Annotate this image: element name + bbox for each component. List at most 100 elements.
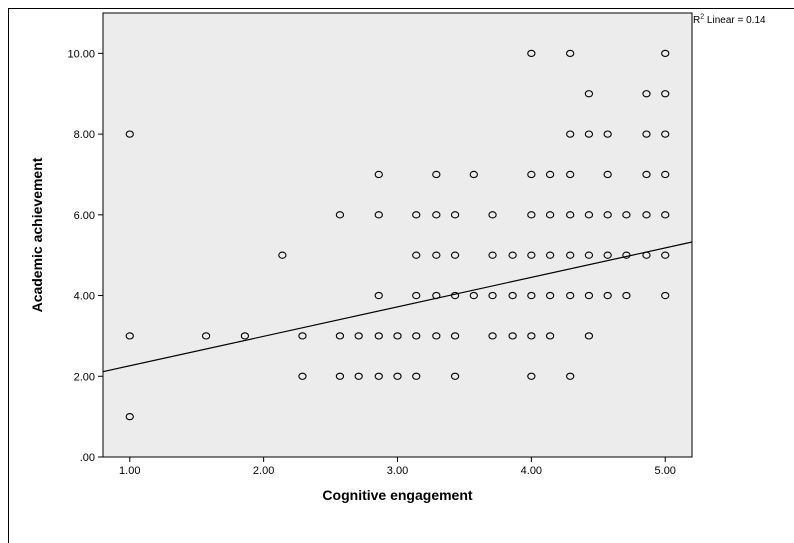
- data-point: [527, 49, 536, 58]
- figure-frame: [8, 8, 794, 543]
- data-point: [566, 372, 575, 380]
- data-point: [566, 170, 575, 179]
- x-tick-label: 2.00: [253, 465, 274, 477]
- data-point: [374, 372, 383, 380]
- data-point: [412, 332, 421, 340]
- axis-ticks: [98, 52, 666, 462]
- data-point: [125, 412, 134, 421]
- data-point: [298, 332, 307, 340]
- data-point: [508, 251, 517, 259]
- data-point: [566, 211, 575, 219]
- data-point: [661, 90, 670, 98]
- fit-line: [102, 241, 693, 373]
- r2-prefix: R: [693, 15, 701, 26]
- data-point: [584, 130, 594, 138]
- plot-area: [102, 12, 693, 458]
- data-point: [661, 170, 670, 179]
- axis-tick-labels: 1.00 2.00 3.00 4.00 5.00 .00 2.00 4.00 6.00 8.00 1…: [67, 48, 675, 477]
- data-point: [201, 332, 211, 340]
- data-point: [603, 291, 612, 300]
- data-point: [545, 332, 555, 340]
- data-point: [469, 170, 478, 179]
- y-tick-label: 8.00: [74, 129, 95, 141]
- data-point: [661, 49, 670, 58]
- data-point: [393, 332, 402, 340]
- data-point: [642, 211, 651, 219]
- data-point: [488, 332, 497, 340]
- data-point: [661, 251, 670, 259]
- data-point: [469, 291, 478, 300]
- data-point: [642, 170, 651, 179]
- data-point: [335, 211, 345, 219]
- y-tick-label: 6.00: [74, 210, 95, 222]
- data-point: [450, 332, 460, 340]
- data-point: [335, 372, 345, 380]
- r2-value: Linear = 0.14: [704, 15, 766, 26]
- data-point: [412, 372, 421, 380]
- data-point: [661, 291, 670, 300]
- r2-superscript: 2: [700, 13, 705, 21]
- data-point: [374, 211, 383, 219]
- data-point: [125, 332, 134, 340]
- data-point: [661, 211, 670, 219]
- data-point: [240, 332, 250, 340]
- data-point: [566, 130, 575, 138]
- data-point: [374, 170, 383, 179]
- data-point: [374, 332, 383, 340]
- data-point: [584, 332, 594, 340]
- x-axis-label: Cognitive engagement: [322, 487, 472, 503]
- data-point: [488, 251, 497, 259]
- data-point: [450, 251, 460, 259]
- data-point: [603, 211, 612, 219]
- data-point: [488, 211, 497, 219]
- data-point: [584, 291, 594, 300]
- data-point: [622, 211, 631, 219]
- data-point: [545, 291, 555, 300]
- data-point: [335, 332, 345, 340]
- data-point: [642, 130, 651, 138]
- data-point: [432, 170, 441, 179]
- data-point: [298, 372, 307, 380]
- data-point: [545, 211, 555, 219]
- data-point: [354, 372, 363, 380]
- data-point: [527, 170, 536, 179]
- data-point: [450, 211, 460, 219]
- data-points: [125, 49, 670, 421]
- data-point: [566, 49, 575, 58]
- data-point: [450, 372, 460, 380]
- data-point: [432, 211, 441, 219]
- data-point: [527, 291, 536, 300]
- data-point: [545, 170, 555, 179]
- data-point: [527, 332, 536, 340]
- x-tick-label: 3.00: [387, 465, 408, 477]
- data-point: [412, 291, 421, 300]
- data-point: [508, 332, 517, 340]
- data-point: [566, 291, 575, 300]
- data-point: [545, 251, 555, 259]
- data-point: [412, 211, 421, 219]
- x-tick-label: 5.00: [655, 465, 676, 477]
- x-tick-label: 4.00: [521, 465, 542, 477]
- data-point: [661, 130, 670, 138]
- data-point: [584, 90, 594, 98]
- y-tick-label: 2.00: [74, 371, 95, 383]
- x-tick-label: 1.00: [119, 465, 140, 477]
- data-point: [527, 251, 536, 259]
- data-point: [603, 170, 612, 179]
- data-point: [432, 251, 441, 259]
- data-point: [374, 291, 383, 300]
- data-point: [488, 291, 497, 300]
- r2-annotation: R2 Linear = 0.14: [693, 13, 766, 26]
- data-point: [432, 332, 441, 340]
- y-axis-label: Academic achievement: [29, 157, 45, 312]
- data-point: [354, 332, 363, 340]
- y-tick-label: .00: [80, 452, 95, 464]
- data-point: [584, 251, 594, 259]
- data-point: [508, 291, 517, 300]
- data-point: [412, 251, 421, 259]
- data-point: [603, 130, 612, 138]
- y-tick-label: 10.00: [67, 48, 95, 60]
- data-point: [642, 90, 651, 98]
